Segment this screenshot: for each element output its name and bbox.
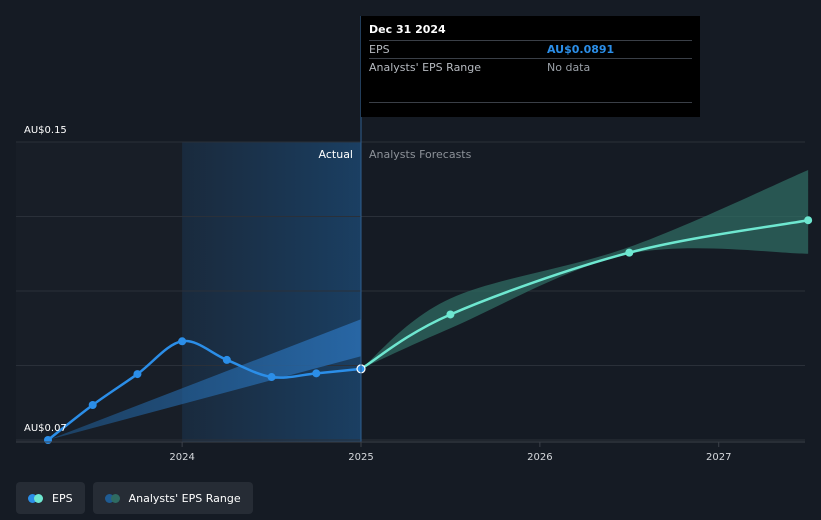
x-tick-label: 2024: [169, 452, 194, 463]
legend-eps[interactable]: EPS: [16, 482, 85, 514]
eps-point-actual: [133, 370, 142, 379]
tooltip: Dec 31 2024 EPS AU$0.0891 Analysts' EPS …: [361, 16, 700, 117]
tooltip-divider: [369, 102, 692, 103]
tooltip-date: Dec 31 2024: [369, 23, 446, 36]
x-tick-label: 2027: [706, 452, 731, 463]
x-tick-label: 2025: [348, 452, 373, 463]
tooltip-range-label: Analysts' EPS Range: [369, 61, 482, 74]
eps-point-forecast: [625, 248, 634, 257]
eps-point-actual: [88, 400, 97, 409]
eps-line-forecast: [359, 218, 810, 371]
tooltip-row-eps: EPS AU$0.0891: [369, 40, 692, 58]
eps-point-forecast: [446, 310, 455, 319]
eps-point-actual: [44, 436, 52, 444]
legend-range[interactable]: Analysts' EPS Range: [92, 482, 253, 514]
legend-range-label: Analysts' EPS Range: [128, 491, 241, 505]
eps-point-actual: [222, 355, 231, 364]
eps-point-forecast: [804, 216, 813, 225]
range-band-actual: [48, 319, 361, 440]
highlight-band: [182, 142, 361, 442]
y-tick-label: AU$0.15: [24, 125, 67, 136]
forecast-label: Analysts Forecasts: [369, 148, 472, 161]
eps-legend-icon: [28, 493, 44, 503]
eps-point-actual: [178, 337, 187, 346]
eps-point-actual: [267, 373, 276, 382]
eps-point-actual: [312, 369, 321, 378]
legend: EPS Analysts' EPS Range: [16, 482, 253, 514]
y-tick-label: AU$0.07: [24, 423, 67, 434]
tooltip-range-value: No data: [547, 61, 591, 74]
x-tick-label: 2026: [527, 452, 552, 463]
legend-eps-label: EPS: [52, 491, 73, 505]
tooltip-row-range: Analysts' EPS Range No data: [369, 58, 692, 76]
tooltip-eps-value: AU$0.0891: [547, 43, 615, 56]
range-band-forecast: [361, 169, 809, 369]
range-legend-icon: [104, 493, 121, 503]
tooltip-eps-label: EPS: [369, 43, 390, 56]
actual-label: Actual: [319, 148, 353, 161]
